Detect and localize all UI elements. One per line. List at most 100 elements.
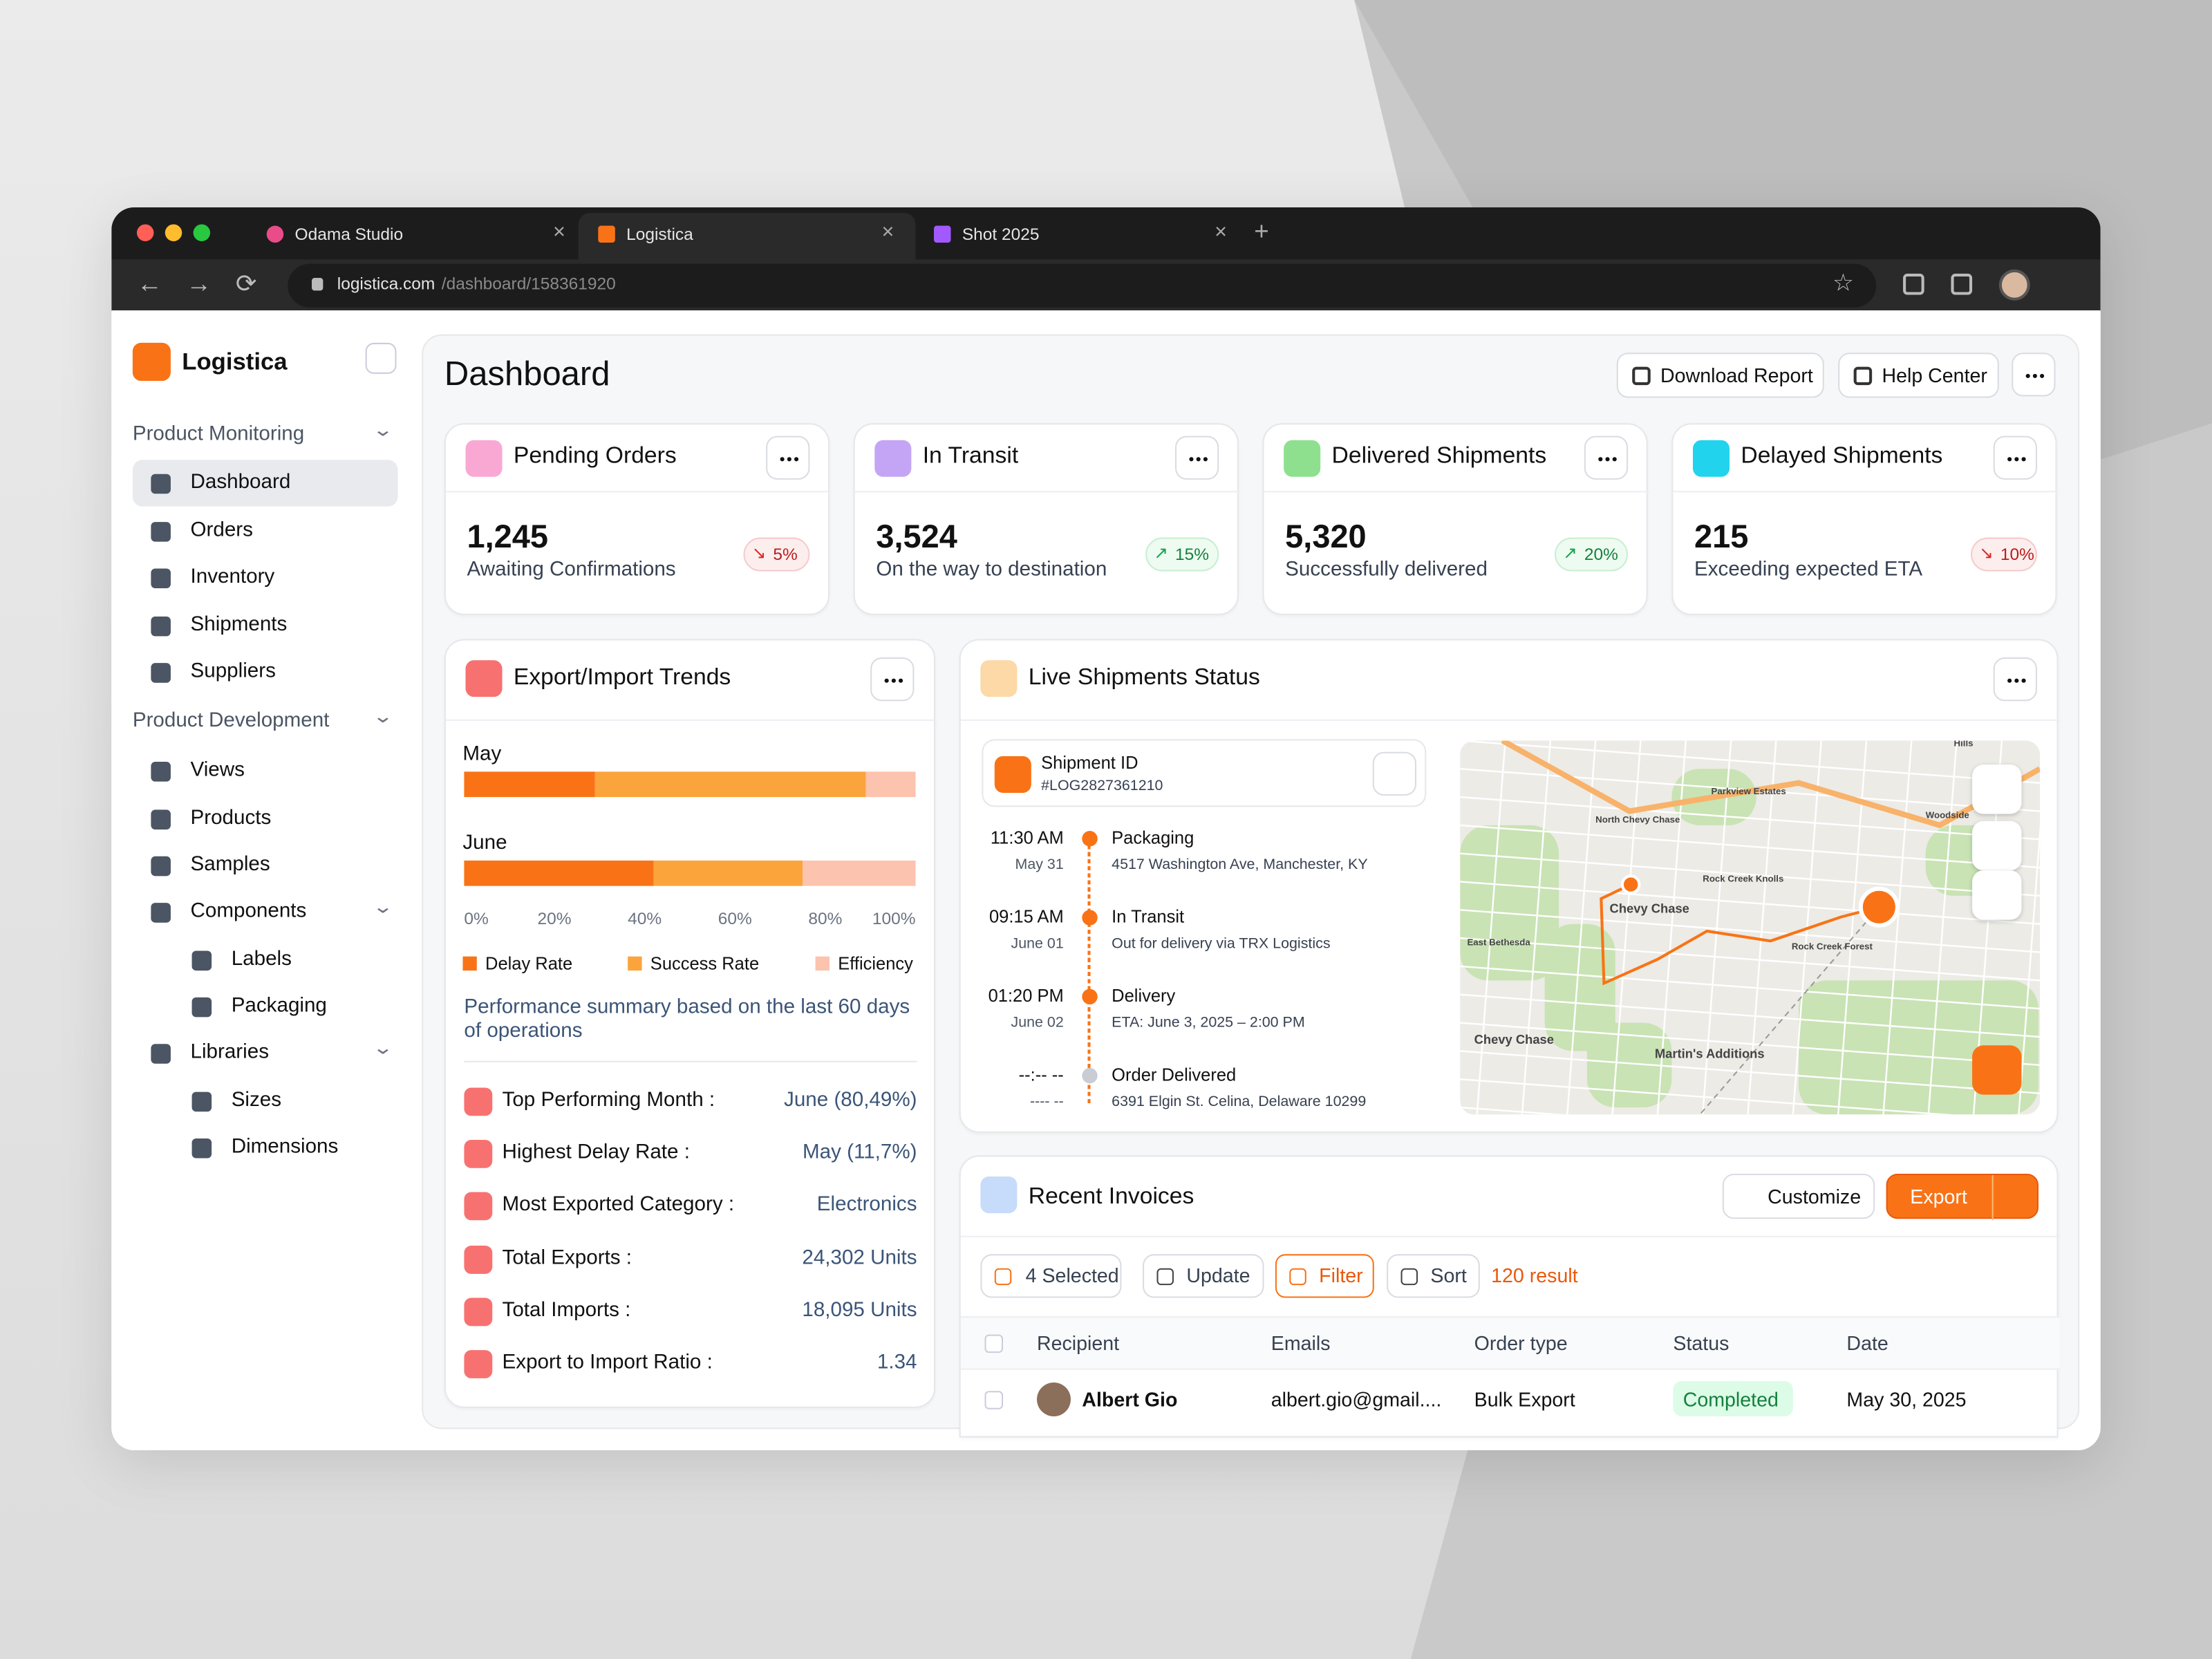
- nav-icon: [151, 856, 171, 877]
- fact-value: 1.34: [877, 1351, 917, 1374]
- more-button[interactable]: [1584, 435, 1629, 480]
- result-count: 120 result: [1491, 1264, 1578, 1287]
- stat-value: 1,245: [467, 517, 548, 555]
- chevron: ⌄: [372, 705, 394, 727]
- more-button[interactable]: [1993, 435, 2037, 480]
- nav-button[interactable]: →: [186, 269, 212, 298]
- nav-item[interactable]: Dashboard: [190, 471, 291, 494]
- more-button[interactable]: [870, 657, 915, 702]
- locate-button[interactable]: [1972, 1045, 2022, 1095]
- status-badge: Completed: [1673, 1380, 1793, 1416]
- toolbar-button[interactable]: Filter: [1275, 1254, 1374, 1298]
- nav-item[interactable]: Dimensions: [231, 1135, 339, 1159]
- toolbar-button[interactable]: Update: [1143, 1254, 1264, 1298]
- nav-item[interactable]: Sizes: [231, 1089, 282, 1112]
- checkbox[interactable]: [984, 1334, 1004, 1353]
- legend-swatch: [462, 956, 477, 971]
- trend-chart: May June 0% 20% 40% 60% 80% 100% Delay Rate Succe…: [462, 742, 916, 974]
- nav-icon: [151, 474, 171, 494]
- nav-item[interactable]: Products: [190, 807, 272, 830]
- shipment-icon: [994, 756, 1031, 793]
- map-control[interactable]: [1972, 821, 2022, 871]
- nav-icon: [191, 950, 212, 971]
- map: North Chevy Chase Chevy Chase Rock Creek K…: [1460, 740, 2041, 1115]
- chevron: ⌄: [372, 419, 394, 440]
- copy-button[interactable]: [1372, 751, 1416, 796]
- detail: 6391 Elgin St. Celina, Delaware 10299: [1112, 1093, 1367, 1111]
- browser-tool[interactable]: [1903, 273, 1924, 295]
- tab-title[interactable]: Shot 2025: [962, 224, 1040, 245]
- window-control[interactable]: [136, 224, 154, 241]
- collapse-button[interactable]: [365, 342, 397, 374]
- brand-logo: [132, 342, 171, 382]
- nav-group-title[interactable]: Product Monitoring: [132, 423, 305, 446]
- tab-title[interactable]: Logistica: [626, 224, 693, 245]
- stat-icon: [1284, 440, 1321, 477]
- nav-icon: [151, 616, 171, 637]
- window-control[interactable]: [165, 224, 182, 241]
- nav-item[interactable]: Samples: [190, 853, 270, 877]
- more-button[interactable]: [1175, 435, 1219, 480]
- nav-icon: [151, 762, 171, 782]
- change-arrow: ↗: [1154, 543, 1168, 563]
- tab-title[interactable]: Odama Studio: [294, 224, 404, 245]
- nav-item[interactable]: Shipments: [190, 613, 288, 637]
- date: ---- --: [1029, 1093, 1064, 1111]
- nav-button[interactable]: ⟳: [235, 269, 257, 298]
- nav-item[interactable]: Labels: [231, 948, 292, 971]
- window-control[interactable]: [193, 224, 211, 241]
- bookmark-star[interactable]: ☆: [1833, 269, 1855, 297]
- change-badge: ↗ 20%: [1554, 537, 1629, 572]
- nav-item[interactable]: Orders: [190, 519, 253, 542]
- stat-change: 5%: [773, 544, 798, 565]
- road: [1460, 1078, 1956, 1115]
- url-field[interactable]: [288, 263, 1877, 308]
- tab-close[interactable]: ×: [881, 220, 894, 245]
- nav-item[interactable]: Components: [190, 900, 307, 923]
- button-icon: [994, 1268, 1012, 1286]
- fact-label: Total Imports :: [502, 1299, 631, 1322]
- button-label: Help Center: [1882, 364, 1987, 387]
- nav-item[interactable]: Libraries: [190, 1041, 269, 1064]
- time: 11:30 AM: [990, 827, 1064, 848]
- more-button[interactable]: [2012, 353, 2056, 397]
- browser-tool[interactable]: [1951, 273, 1973, 295]
- road: [1566, 740, 1597, 1115]
- stat-caption: On the way to destination: [876, 559, 1107, 581]
- nav-group-title[interactable]: Product Development: [132, 709, 330, 733]
- nav-item[interactable]: Packaging: [231, 994, 327, 1018]
- x-tick-label: 0%: [464, 910, 488, 928]
- road: [1460, 796, 2041, 841]
- tab-close[interactable]: ×: [553, 220, 565, 245]
- shipment-label: Shipment ID: [1041, 753, 1138, 774]
- map-control[interactable]: [1972, 765, 2022, 814]
- new-tab[interactable]: +: [1254, 217, 1269, 246]
- nav-item[interactable]: Views: [190, 758, 245, 782]
- x-tick-label: 80%: [808, 910, 842, 928]
- nav-item[interactable]: Suppliers: [190, 660, 276, 683]
- category-label: June: [462, 831, 507, 854]
- header-button[interactable]: Download Report: [1616, 353, 1824, 398]
- checkbox[interactable]: [984, 1391, 1004, 1409]
- map-label: East Bethesda: [1467, 937, 1530, 947]
- map-label: Parkview Estates: [1712, 786, 1786, 796]
- nav-icon: [151, 522, 171, 542]
- nav-item[interactable]: Inventory: [190, 565, 275, 589]
- map-control[interactable]: [1972, 870, 2022, 920]
- nav-button[interactable]: ←: [136, 269, 162, 298]
- bar-segment: [594, 771, 866, 798]
- fact-label: Total Exports :: [502, 1246, 632, 1269]
- toolbar-button[interactable]: Sort: [1387, 1254, 1480, 1298]
- customize-button[interactable]: Customize: [1722, 1173, 1875, 1219]
- map-label: Chevy Chase: [1610, 901, 1689, 915]
- more-button[interactable]: [1993, 657, 2037, 702]
- map-label: Woodside: [1926, 810, 1969, 821]
- header-button[interactable]: Help Center: [1838, 353, 1999, 398]
- more-button[interactable]: [766, 435, 810, 480]
- tab-close[interactable]: ×: [1215, 220, 1228, 245]
- button-label: Export: [1910, 1185, 1967, 1208]
- toolbar-button[interactable]: 4 Selected: [980, 1254, 1122, 1298]
- export-button[interactable]: Export: [1886, 1173, 2038, 1221]
